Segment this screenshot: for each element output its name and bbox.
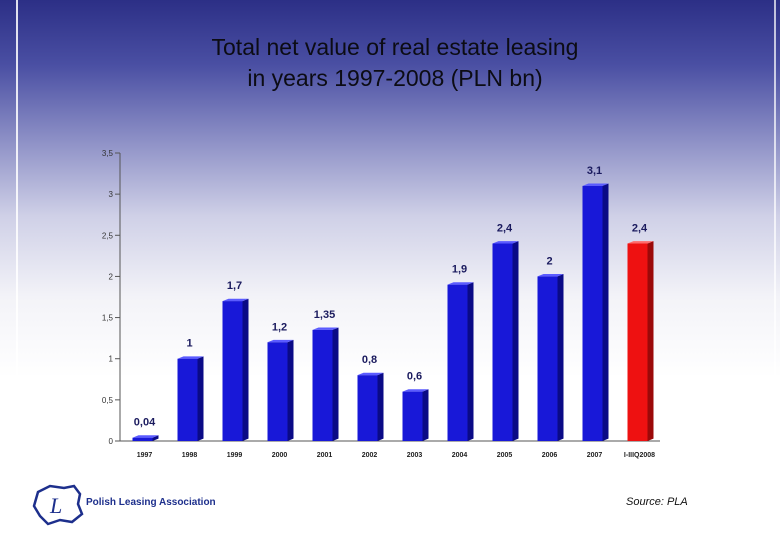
x-tick-label: 2001 [317,452,333,459]
x-tick-label: 2004 [452,452,468,459]
bar-top [537,274,564,277]
polish-map-logo-icon: L [32,484,84,526]
bar-top [582,183,609,186]
x-tick-label: 1998 [182,452,198,459]
chart-title: Total net value of real estate leasing i… [0,32,780,94]
bar-side [422,389,429,441]
y-tick-label: 0,5 [102,396,114,405]
source-note: Source: PLA [626,496,688,508]
data-label: 2,4 [497,223,513,235]
left-decor-rule [16,0,18,540]
bar-side [287,339,294,441]
y-tick-label: 0 [109,437,114,446]
data-label: 0,04 [134,417,156,429]
bar-top [132,435,159,438]
bar-top [447,282,474,285]
bar [177,358,198,441]
y-tick-label: 1 [109,355,114,364]
bar-side [152,435,159,441]
bar-top [492,241,519,244]
bar [627,243,648,441]
bar-side [557,274,564,441]
y-tick-label: 3,5 [102,149,114,158]
bar-side [467,282,474,441]
bar [537,276,558,441]
x-tick-label: 2003 [407,452,423,459]
x-tick-label: 1999 [227,452,243,459]
data-label: 1,9 [452,264,467,276]
data-label: 2,4 [632,223,648,235]
data-label: 0,6 [407,371,422,383]
data-label: 2 [546,255,552,267]
bar [267,342,288,441]
y-tick-label: 3 [109,190,114,199]
bar-top [177,356,204,359]
x-tick-label: 1997 [137,452,153,459]
right-decor-rule [774,0,776,540]
bar [582,185,603,441]
bar-top [357,372,384,376]
bar [312,329,333,441]
data-label: 3,1 [587,165,602,177]
bar-side [242,298,249,441]
x-tick-label: 2000 [272,452,288,459]
chart-title-line-1: Total net value of real estate leasing [211,34,579,60]
bar-side [377,372,384,441]
x-tick-label: 2005 [497,452,513,459]
bar-side [332,327,339,441]
logo-text: Polish Leasing Association [86,497,216,508]
bar-top [267,339,294,343]
data-label: 1,2 [272,321,287,333]
bar [492,243,513,441]
x-tick-label: 2006 [542,452,558,459]
data-label: 1 [186,338,192,350]
data-label: 1,35 [314,309,335,321]
y-tick-label: 2,5 [102,231,114,240]
bar-top [312,327,339,330]
bar [357,375,378,441]
bar-side [512,241,519,441]
chart-title-line-2: in years 1997-2008 (PLN bn) [247,65,543,91]
bar-side [602,183,609,441]
svg-text:L: L [49,493,62,518]
bar-top [222,298,249,302]
y-tick-label: 2 [109,272,114,281]
bar [402,391,423,441]
bar-top [627,241,654,244]
bar [447,284,468,441]
y-tick-label: 1,5 [102,314,114,323]
bar [222,301,243,441]
x-tick-label: I-IIIQ2008 [624,452,655,459]
data-label: 0,8 [362,354,377,366]
bar [132,437,153,441]
bar-top [402,389,429,392]
bar-side [647,241,654,441]
data-label: 1,7 [227,280,242,292]
bar-side [197,356,204,441]
x-tick-label: 2002 [362,452,378,459]
x-tick-label: 2007 [587,452,603,459]
